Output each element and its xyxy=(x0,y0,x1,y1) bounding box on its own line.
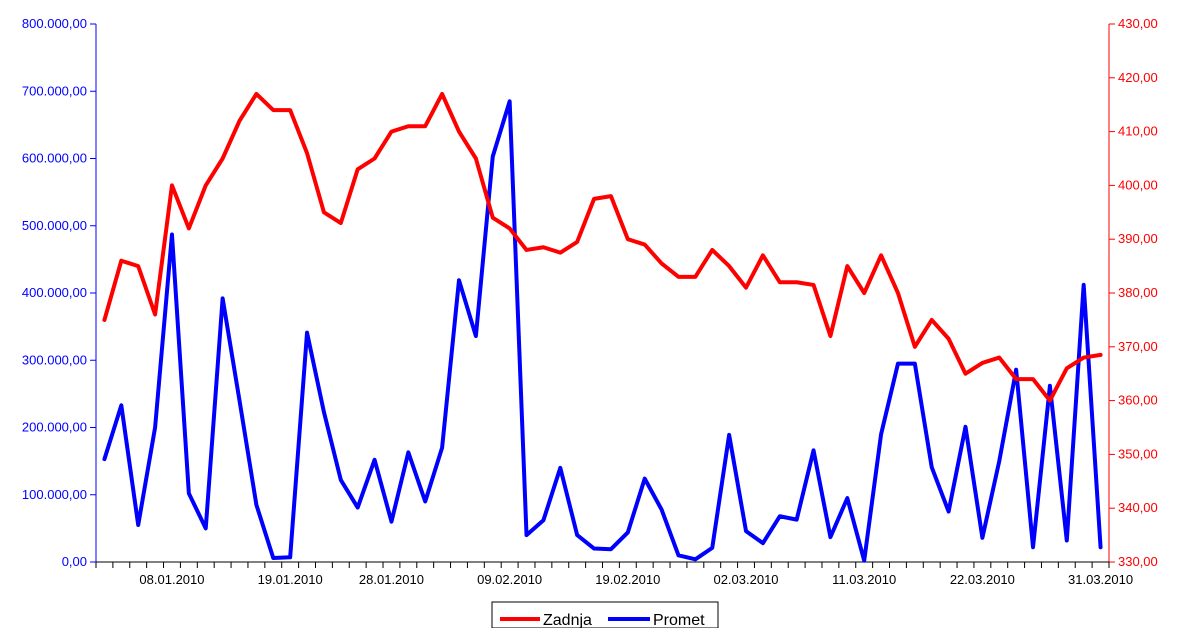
y-tick-label-right: 390,00 xyxy=(1118,231,1158,246)
chart-series xyxy=(102,91,1103,563)
legend-box xyxy=(491,601,719,628)
y-tick-label-right: 410,00 xyxy=(1118,124,1158,139)
y-tick-label-right: 430,00 xyxy=(1118,16,1158,31)
chart-axes: 0,00 100.000,00 200.000,00 300.000,00 400.00… xyxy=(22,16,1158,587)
x-tick-label: 08.01.2010 xyxy=(139,572,204,587)
y-tick-label-left: 0,00 xyxy=(62,554,87,569)
x-tick-label: 09.02.2010 xyxy=(477,572,542,587)
y-tick-label-left: 300.000,00 xyxy=(22,352,87,367)
x-tick-label: 02.03.2010 xyxy=(713,572,778,587)
x-tick-label: 22.03.2010 xyxy=(950,572,1015,587)
x-tick-label: 11.03.2010 xyxy=(832,572,896,587)
y-tick-label-right: 380,00 xyxy=(1118,285,1158,300)
y-tick-label-right: 400,00 xyxy=(1118,177,1158,192)
series-line-promet xyxy=(102,99,1103,563)
x-tick-label: 19.02.2010 xyxy=(595,572,660,587)
legend-label-zadnja: Zadnja xyxy=(543,612,592,628)
y-tick-label-right: 340,00 xyxy=(1118,500,1158,515)
x-tick-label: 28.01.2010 xyxy=(359,572,424,587)
x-tick-label: 31.03.2010 xyxy=(1068,572,1133,587)
y-tick-label-left: 800.000,00 xyxy=(22,16,87,31)
y-tick-label-right: 330,00 xyxy=(1118,554,1158,569)
y-tick-label-right: 350,00 xyxy=(1118,446,1158,461)
y-tick-label-left: 600.000,00 xyxy=(22,151,87,166)
y-tick-label-right: 360,00 xyxy=(1118,393,1158,408)
legend-label-promet: Promet xyxy=(653,612,705,628)
y-tick-label-left: 700.000,00 xyxy=(22,83,87,98)
y-tick-label-left: 400.000,00 xyxy=(22,285,87,300)
y-tick-label-right: 420,00 xyxy=(1118,70,1158,85)
chart-legend: Zadnja Promet xyxy=(491,601,719,628)
y-tick-label-right: 370,00 xyxy=(1118,339,1158,354)
series-line-zadnja xyxy=(102,91,1103,403)
x-tick-label: 19.01.2010 xyxy=(258,572,323,587)
y-tick-label-left: 200.000,00 xyxy=(22,420,87,435)
y-tick-label-left: 100.000,00 xyxy=(22,487,87,502)
y-tick-label-left: 500.000,00 xyxy=(22,218,87,233)
